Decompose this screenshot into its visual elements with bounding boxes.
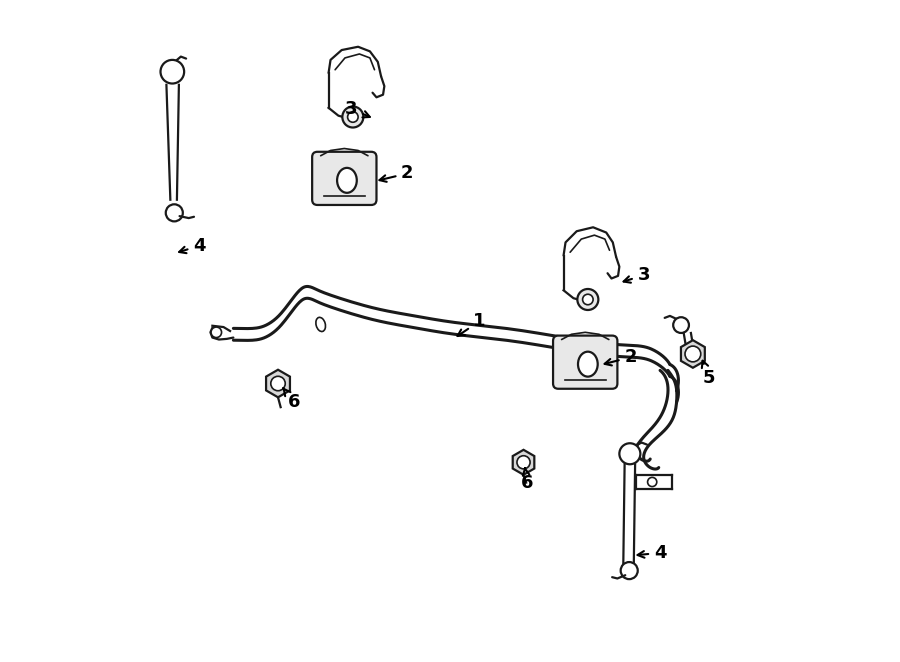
- Text: 3: 3: [624, 266, 650, 284]
- Circle shape: [160, 60, 184, 83]
- Circle shape: [271, 376, 285, 391]
- Text: 4: 4: [179, 236, 205, 255]
- Text: 6: 6: [521, 468, 534, 493]
- Circle shape: [648, 477, 657, 487]
- Circle shape: [347, 112, 358, 122]
- Circle shape: [619, 444, 641, 464]
- Circle shape: [212, 327, 221, 338]
- Circle shape: [685, 346, 701, 362]
- Text: 2: 2: [380, 164, 414, 183]
- FancyBboxPatch shape: [312, 152, 376, 205]
- Ellipse shape: [578, 352, 598, 377]
- Text: 5: 5: [702, 361, 716, 387]
- Ellipse shape: [316, 317, 326, 332]
- Text: 3: 3: [346, 100, 370, 118]
- Circle shape: [342, 107, 364, 128]
- FancyBboxPatch shape: [554, 336, 617, 389]
- Circle shape: [582, 294, 593, 305]
- Text: 1: 1: [457, 312, 486, 336]
- Circle shape: [578, 289, 599, 310]
- Polygon shape: [681, 340, 705, 368]
- Circle shape: [673, 317, 689, 333]
- Circle shape: [166, 205, 183, 221]
- Text: 4: 4: [637, 544, 666, 562]
- Circle shape: [621, 562, 638, 579]
- Polygon shape: [266, 370, 290, 397]
- Circle shape: [517, 455, 530, 469]
- Text: 6: 6: [283, 388, 300, 411]
- Ellipse shape: [338, 168, 356, 193]
- Text: 2: 2: [605, 348, 637, 366]
- Polygon shape: [513, 449, 535, 475]
